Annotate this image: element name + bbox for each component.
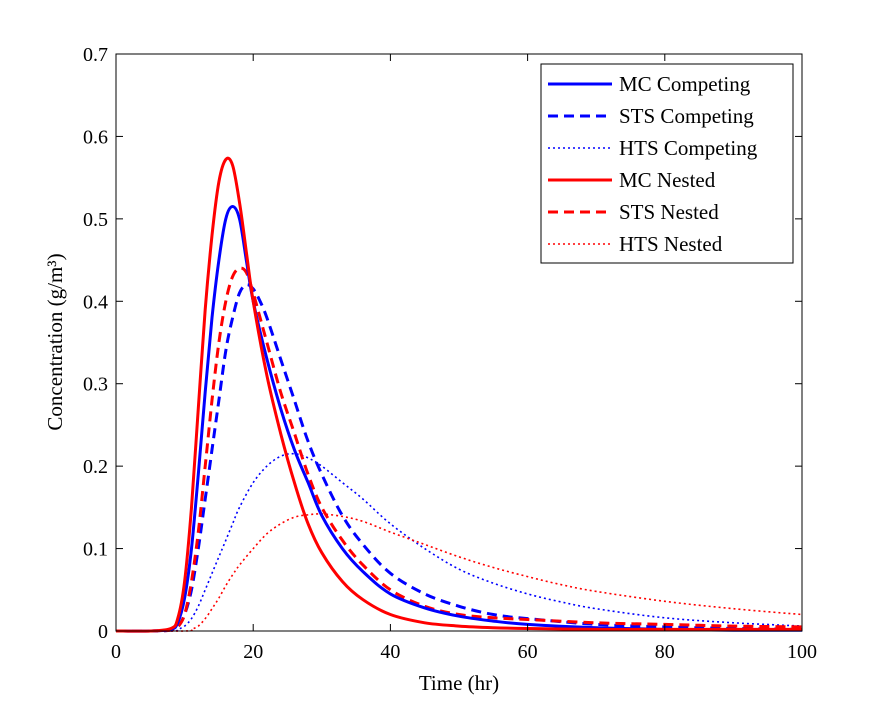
y-tick-label: 0.5 — [83, 209, 108, 231]
y-tick-label: 0.7 — [83, 44, 108, 66]
legend-box — [540, 63, 794, 264]
legend-label: MC Competing — [619, 72, 751, 96]
x-tick-label: 20 — [243, 641, 263, 663]
legend-label: STS Nested — [619, 200, 719, 224]
legend-label: HTS Competing — [619, 136, 758, 160]
y-tick-label: 0.6 — [83, 126, 108, 148]
y-tick-label: 0.3 — [83, 374, 108, 396]
x-tick-label: 100 — [787, 641, 817, 663]
legend-label: MC Nested — [619, 168, 716, 192]
series-line-mc-competing — [115, 205, 803, 633]
series-line-hts-nested — [115, 513, 803, 632]
series-line-sts-nested — [115, 266, 803, 633]
tick-layer: 0 20 40 60 80 100 0 0.1 0.2 0.3 0.4 0.5 0.6 0.7 — [83, 44, 817, 663]
x-tick-label: 0 — [111, 641, 121, 663]
x-tick-label: 80 — [655, 641, 675, 663]
y-tick-label: 0.1 — [83, 539, 108, 561]
y-tick-label: 0 — [98, 621, 108, 643]
x-axis-label: Time (hr) — [419, 671, 499, 695]
legend-label: STS Competing — [619, 104, 754, 128]
x-tick-label: 60 — [518, 641, 538, 663]
series-line-sts-competing — [115, 283, 803, 633]
series-layer — [115, 156, 803, 633]
plot-frame — [115, 53, 803, 632]
series-line-hts-competing — [115, 452, 803, 632]
legend: MC Competing STS Competing HTS Competing MC… — [540, 63, 794, 264]
y-axis-label: Concentration (g/m³) — [43, 253, 67, 430]
x-tick-label: 40 — [380, 641, 400, 663]
series-line-mc-nested — [115, 156, 802, 633]
legend-label: HTS Nested — [619, 232, 723, 256]
y-tick-label: 0.2 — [83, 456, 108, 478]
y-tick-label: 0.4 — [83, 291, 108, 313]
